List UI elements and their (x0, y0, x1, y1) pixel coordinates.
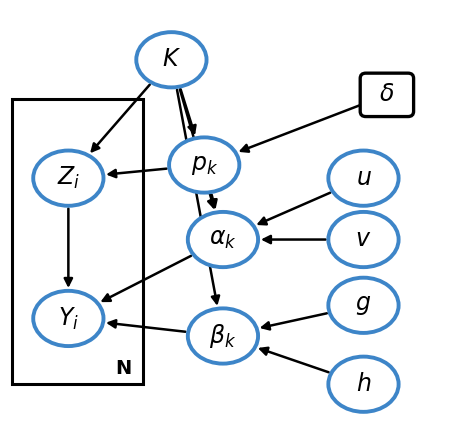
Text: N: N (115, 359, 132, 378)
Ellipse shape (33, 291, 103, 346)
Text: $\beta_k$: $\beta_k$ (210, 322, 237, 350)
Text: $Y_i$: $Y_i$ (58, 305, 79, 332)
Text: $h$: $h$ (356, 373, 371, 396)
Text: $Z_i$: $Z_i$ (57, 165, 80, 191)
Text: $\alpha_k$: $\alpha_k$ (209, 228, 237, 251)
Text: $u$: $u$ (356, 166, 372, 190)
Ellipse shape (328, 212, 399, 267)
Ellipse shape (137, 32, 207, 87)
Ellipse shape (188, 309, 258, 364)
Ellipse shape (328, 357, 399, 412)
Ellipse shape (169, 137, 239, 193)
Text: $g$: $g$ (356, 294, 372, 317)
Ellipse shape (328, 278, 399, 333)
FancyBboxPatch shape (360, 73, 414, 117)
Text: $\delta$: $\delta$ (379, 83, 394, 107)
Ellipse shape (33, 151, 103, 206)
Ellipse shape (188, 212, 258, 267)
Text: $K$: $K$ (162, 48, 181, 71)
Ellipse shape (328, 151, 399, 206)
Text: $p_k$: $p_k$ (191, 154, 218, 177)
Text: $v$: $v$ (356, 228, 372, 251)
